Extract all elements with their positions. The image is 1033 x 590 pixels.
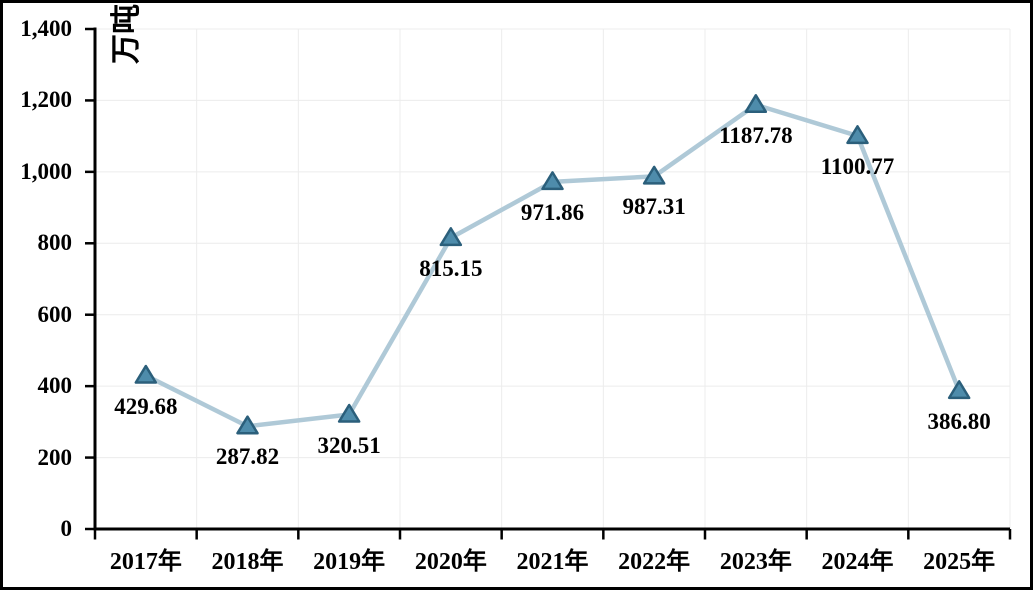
- x-axis-label: 2018年: [211, 549, 284, 575]
- x-axis-label: 2017年: [109, 549, 182, 575]
- y-axis-tick-label: 200: [37, 444, 73, 470]
- plot-area: [85, 27, 1012, 540]
- y-axis-tick-label: 1,400: [20, 16, 72, 41]
- data-value-label: 320.51: [317, 432, 381, 458]
- data-value-label: 815.15: [419, 255, 483, 281]
- data-value-label: 429.68: [114, 393, 178, 419]
- data-value-label: 1187.78: [719, 122, 793, 148]
- data-point-marker: [947, 380, 971, 400]
- x-axis-label: 2024年: [821, 549, 894, 575]
- data-point-marker: [642, 165, 666, 185]
- data-value-label: 386.80: [927, 408, 991, 434]
- data-point-marker: [439, 227, 463, 247]
- data-value-label: 287.82: [215, 444, 280, 470]
- x-axis-label: 2023年: [719, 549, 792, 575]
- y-axis-tick-label: 0: [60, 516, 73, 541]
- y-axis-unit-label: 万吨: [110, 4, 143, 64]
- x-axis-label: 2019年: [313, 549, 386, 575]
- x-axis-label: 2022年: [618, 549, 691, 575]
- data-point-marker: [541, 171, 564, 191]
- data-point-marker: [134, 364, 158, 384]
- data-point-marker: [744, 94, 768, 114]
- x-axis-label: 2020年: [414, 549, 487, 575]
- data-point-marker: [846, 125, 869, 145]
- x-axis-label: 2025年: [923, 549, 996, 575]
- data-value-label: 971.86: [520, 199, 585, 225]
- y-axis-tick-label: 1,000: [20, 158, 72, 184]
- data-value-label: 1100.77: [820, 153, 895, 179]
- x-axis-label: 2021年: [516, 549, 589, 575]
- y-axis-tick-label: 1,200: [20, 87, 72, 113]
- data-point-marker: [236, 415, 259, 435]
- data-point-marker: [337, 403, 361, 423]
- y-axis-tick-label: 800: [37, 230, 73, 256]
- y-axis-tick-label: 400: [37, 373, 73, 399]
- y-axis-tick-label: 600: [37, 301, 73, 327]
- data-value-label: 987.31: [622, 194, 686, 220]
